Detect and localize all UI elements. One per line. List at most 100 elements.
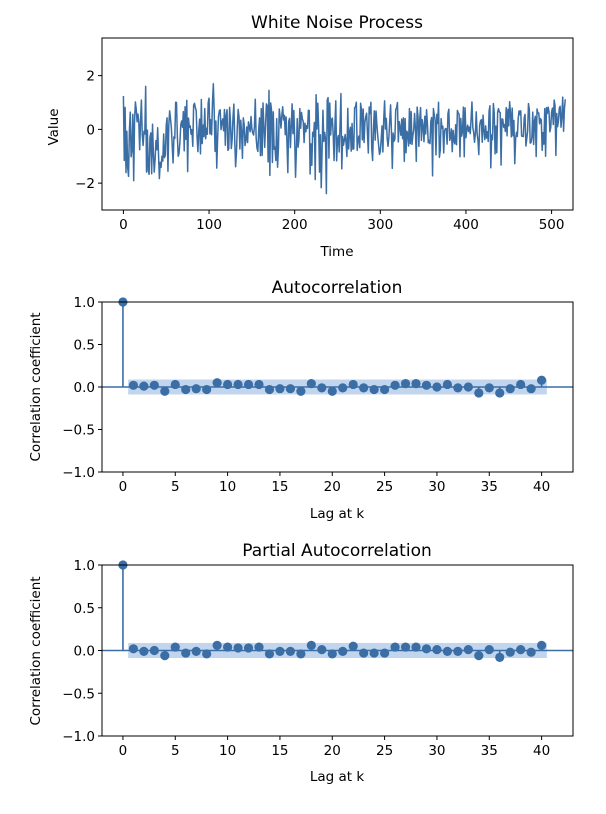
white-noise-title: White Noise Process [251,13,423,33]
acf-xtick-label: 25 [376,479,393,495]
acf-point [275,384,285,394]
acf-point [421,380,432,390]
pacf-panel: Partial Autocorrelation Correlation coef… [28,541,574,785]
acf-point [285,384,295,394]
acf-panel: Autocorrelation Correlation coefficient … [28,278,574,522]
pacf-point [432,645,442,655]
pacf-xtick-label: 10 [219,743,236,759]
pacf-point [463,645,473,655]
pacf-point [306,640,316,650]
acf-point [526,384,536,394]
pacf-point [128,644,138,654]
pacf-point [160,651,170,661]
white-noise-ytick-label: −2 [75,176,95,192]
acf-point [160,386,170,396]
acf-point [495,388,505,398]
pacf-point [411,642,421,652]
pacf-point [453,646,463,656]
pacf-point [348,641,358,651]
white-noise-panel: White Noise Process Value Time 0 100 200 30… [46,13,574,260]
acf-ytick-label: −1.0 [62,465,95,481]
acf-point [254,379,264,390]
acf-point [348,379,358,390]
pacf-point [338,646,348,656]
pacf-point [327,649,337,659]
acf-xtick-label: 30 [428,479,445,495]
acf-point [484,383,494,393]
acf-point [537,375,547,385]
pacf-point [275,646,285,656]
pacf-ytick-label: 0.5 [74,601,95,617]
acf-ylabel: Correlation coefficient [28,312,44,461]
acf-point [369,384,379,395]
pacf-point [264,649,275,659]
pacf-xtick-label: 15 [271,743,288,759]
acf-point [223,379,233,390]
pacf-xtick-label: 40 [533,743,550,759]
acf-point [317,383,327,393]
pacf-point [495,652,505,662]
pacf-point [474,651,484,661]
white-noise-xtick-label: 300 [367,217,393,233]
acf-point [453,383,463,393]
acf-point [411,379,421,389]
pacf-point [149,645,159,656]
pacf-point [223,642,233,652]
white-noise-plot: 0 100 200 300 400 500 −2 0 2 [75,37,574,233]
acf-xtick-label: 10 [219,479,236,495]
pacf-point [380,648,390,658]
pacf-point [285,646,295,656]
acf-point [202,384,212,395]
acf-point [516,379,526,390]
pacf-point [516,645,526,655]
pacf-point [390,642,400,652]
acf-xtick-label: 15 [271,479,288,495]
pacf-plot: 0 5 10 15 20 25 30 35 40 −1.0 −0.5 0.0 0.5 1.0 [62,558,574,759]
pacf-point [202,649,212,659]
acf-ytick-label: 0.0 [74,380,95,396]
acf-xtick-label: 0 [119,479,128,495]
pacf-point [537,640,547,650]
pacf-xtick-label: 25 [376,743,393,759]
acf-point [181,384,191,395]
pacf-point [296,649,306,659]
acf-point [191,384,201,394]
acf-point [474,388,484,398]
pacf-point [369,648,379,658]
white-noise-xtick-label: 200 [282,217,308,233]
pacf-xtick-label: 20 [324,743,341,759]
acf-xtick-label: 35 [481,479,498,495]
acf-point [233,379,243,390]
acf-point [390,380,400,390]
acf-point [296,386,306,396]
white-noise-xtick-label: 500 [539,217,565,233]
white-noise-series-line [122,82,567,195]
pacf-point [505,647,515,657]
pacf-frame [101,564,574,737]
acf-xtick-label: 20 [324,479,341,495]
acf-point [243,379,254,390]
pacf-point [212,640,222,650]
acf-ytick-label: 0.5 [74,338,95,354]
pacf-xtick-label: 0 [119,743,128,759]
acf-point [170,379,180,390]
pacf-xtick-label: 5 [171,743,180,759]
pacf-point [139,646,149,656]
acf-plot: 0 5 10 15 20 25 30 35 40 −1.0 −0.5 0.0 0.5 1.0 [62,295,574,495]
pacf-point [317,645,327,655]
pacf-point [421,644,432,654]
pacf-point [243,643,254,653]
acf-point [442,379,452,390]
pacf-xtick-label: 35 [481,743,498,759]
pacf-ytick-label: 1.0 [74,558,95,574]
white-noise-ylabel: Value [46,108,62,145]
white-noise-ytick-label: 2 [86,69,95,85]
white-noise-xtick-label: 100 [196,217,222,233]
acf-ytick-label: 1.0 [74,295,95,311]
pacf-point [191,646,201,656]
acf-title: Autocorrelation [272,278,403,298]
acf-point [338,383,348,393]
acf-point [306,379,316,389]
acf-point [505,384,515,394]
